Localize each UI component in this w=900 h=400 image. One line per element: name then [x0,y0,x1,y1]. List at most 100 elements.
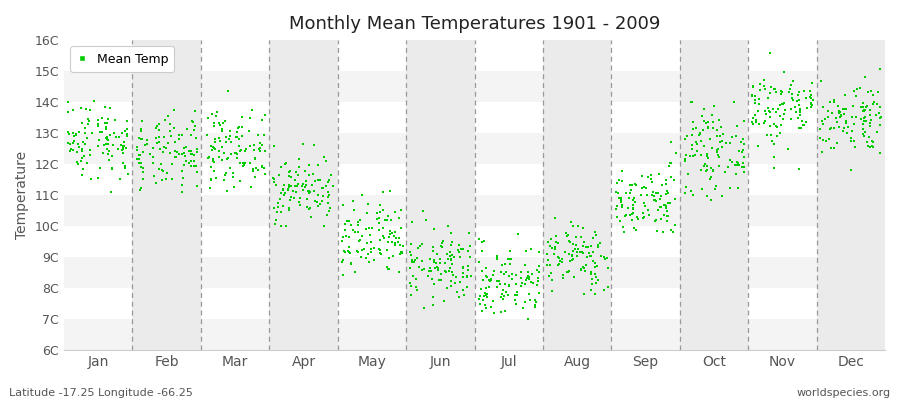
Point [422,256,436,262]
Point [312,201,327,207]
Point [342,217,356,224]
Point [732,162,746,168]
Point [236,163,250,170]
Point [562,238,576,245]
Point [167,139,182,145]
Point [618,213,633,220]
Point [837,125,851,132]
Point [184,158,198,165]
Point [316,185,330,192]
Point [158,117,172,123]
Point [304,182,319,188]
Point [177,152,192,159]
Point [75,120,89,126]
Point [716,144,730,150]
Point [409,284,423,291]
Point [636,183,651,190]
Point [180,126,194,132]
Point [570,249,584,256]
Point [737,154,751,160]
Point [172,150,186,157]
Point [176,175,190,182]
Point [455,264,470,270]
Point [362,225,376,231]
Point [376,225,391,231]
Point [355,233,369,239]
Point [712,116,726,123]
Point [302,190,317,196]
Point [219,170,233,176]
Point [653,203,668,210]
Point [513,274,527,281]
Point [281,186,295,192]
Point [659,191,673,198]
Point [157,144,171,150]
Point [695,113,709,120]
Point [230,155,245,162]
Point [454,246,468,252]
Point [77,130,92,136]
Point [344,261,358,268]
Point [833,108,848,115]
Point [723,140,737,146]
Point [713,139,727,145]
Point [266,142,281,149]
Point [204,175,219,182]
Point [496,296,510,302]
Point [745,120,760,127]
Point [648,218,662,224]
Point [96,142,111,148]
Point [77,125,92,132]
Point [302,190,317,196]
Point [66,140,80,146]
Point [233,160,248,166]
Point [338,220,353,227]
Point [650,228,664,234]
Point [575,242,590,249]
Point [102,148,116,155]
Point [282,169,296,176]
Point [871,110,886,116]
Point [862,111,877,118]
Point [381,266,395,272]
Point [758,86,772,92]
Point [133,187,148,193]
Point [843,138,858,144]
Point [300,196,314,202]
Point [727,162,742,168]
Point [552,255,566,261]
Point [159,176,174,182]
Point [814,118,829,124]
Point [557,248,572,255]
Point [395,243,410,249]
Point [564,219,579,225]
Point [94,165,108,171]
Point [362,258,376,265]
Point [306,142,320,148]
Point [267,221,282,228]
Point [277,182,292,188]
Point [608,189,623,196]
Point [175,168,189,174]
Point [704,174,718,180]
Point [662,163,676,170]
Point [353,217,367,223]
Point [784,82,798,89]
Point [351,249,365,256]
Point [775,101,789,108]
Point [562,251,576,258]
Point [625,182,639,188]
Point [374,251,389,258]
Point [474,308,489,314]
Point [574,249,589,255]
Point [448,280,463,286]
Point [271,204,285,210]
Point [631,216,645,222]
Point [692,132,706,138]
Point [221,155,236,162]
Point [551,240,565,246]
Point [686,153,700,159]
Point [532,248,546,255]
Point [560,233,574,240]
Point [342,249,356,255]
